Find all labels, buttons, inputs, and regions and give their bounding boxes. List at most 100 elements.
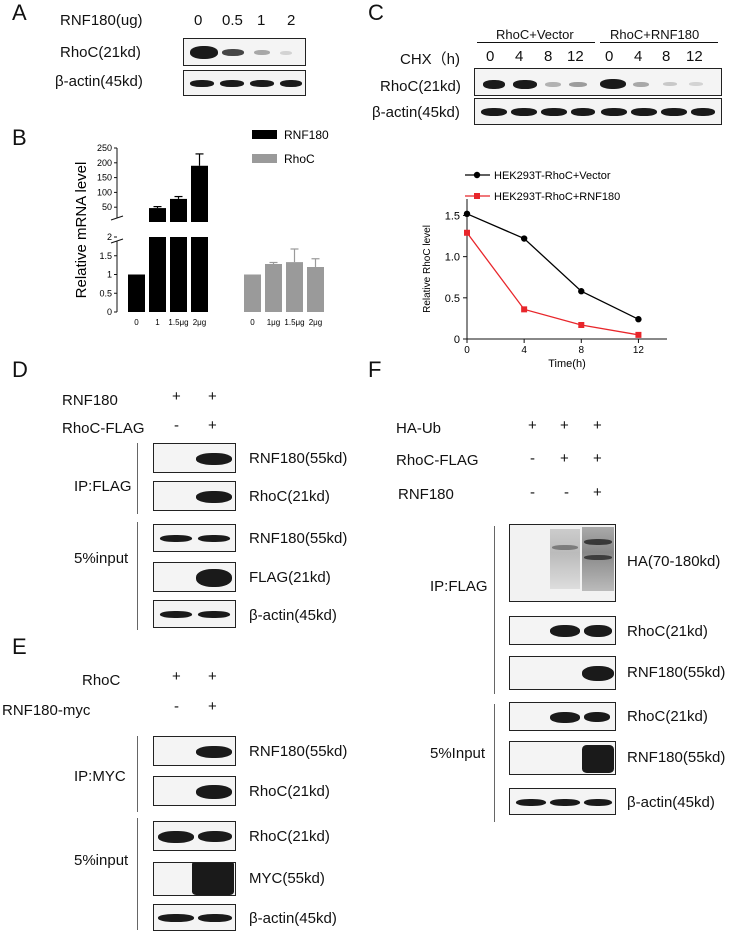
y-tick-label: 250: [97, 143, 112, 153]
condition-mark: +: [208, 417, 217, 434]
time-label: 4: [515, 48, 524, 65]
bar: [244, 274, 261, 312]
western-blot: [153, 600, 236, 628]
group-label: RhoC+Vector: [496, 27, 574, 42]
data-point: [635, 331, 642, 338]
x-tick-label: 0: [464, 345, 470, 356]
western-blot: [509, 702, 616, 731]
line-chart: 0 4 8 12 0 0.5 1.0 1.5 Time(h) Relative RhoC leve…: [422, 170, 667, 370]
y-tick-label: 0.5: [99, 288, 112, 298]
y-tick-label: 200: [97, 158, 112, 168]
western-blot: [509, 616, 616, 645]
blot-label: RNF180(55kd): [627, 664, 726, 681]
condition-mark: +: [172, 388, 181, 405]
dose-0.5: 0.5: [222, 12, 243, 29]
bar: [307, 267, 324, 312]
bar: [170, 237, 187, 312]
bar: [149, 208, 166, 222]
blot-label: β-actin(45kd): [249, 607, 337, 624]
y-tick-label: 2: [107, 232, 112, 242]
western-blot: [153, 776, 236, 806]
group-bracket: [494, 704, 495, 822]
blot-label: β-actin(45kd): [249, 910, 337, 927]
x-tick-label: 12: [633, 345, 645, 356]
y-tick-label: 1: [107, 270, 112, 280]
legend-label: HEK293T-RhoC+Vector: [494, 170, 611, 182]
western-blot: [509, 788, 616, 815]
y-tick-label: 100: [97, 187, 112, 197]
group-label: RhoC+RNF180: [610, 27, 700, 42]
group-label: IP:MYC: [74, 768, 126, 785]
condition-mark: +: [593, 484, 602, 501]
x-tick-label: 1.5μg: [284, 318, 304, 327]
group-label: IP:FLAG: [430, 578, 488, 595]
blot-label: RhoC(21kd): [249, 828, 330, 845]
time-label: 12: [686, 48, 703, 65]
x-tick-label: 0: [134, 318, 139, 327]
blot-label: β-actin(45kd): [55, 73, 143, 90]
condition-mark: -: [530, 484, 535, 501]
axis-break: [110, 215, 124, 221]
condition-mark: +: [593, 450, 602, 467]
group-underline: [600, 42, 718, 43]
blot-label: MYC(55kd): [249, 870, 325, 887]
condition-mark: +: [528, 417, 537, 434]
group-bracket: [137, 736, 138, 812]
blot-label: RNF180(55kd): [627, 749, 726, 766]
group-bracket: [137, 443, 138, 514]
x-tick-label: 1: [155, 318, 160, 327]
legend-label: HEK293T-RhoC+RNF180: [494, 191, 620, 203]
western-blot: [153, 562, 236, 592]
dose-2: 2: [287, 12, 296, 29]
y-tick-label: 0: [454, 334, 460, 346]
data-point: [578, 288, 585, 295]
bar: [191, 237, 208, 312]
condition-label: RNF180: [62, 392, 118, 409]
time-label: 8: [662, 48, 671, 65]
time-label: 4: [634, 48, 643, 65]
western-blot: [183, 70, 306, 96]
data-point: [520, 235, 528, 242]
panel-label-c: C: [368, 0, 384, 25]
blot-label: RNF180(55kd): [249, 450, 348, 467]
data-point: [635, 316, 642, 323]
bar: [265, 264, 282, 312]
western-blot: [509, 524, 616, 602]
dose-0: 0: [194, 12, 203, 29]
x-tick-label: 1μg: [267, 318, 281, 327]
panel-label-d: D: [12, 357, 28, 382]
legend-label: RNF180: [284, 128, 329, 142]
dose-1: 1: [257, 12, 266, 29]
group-bracket: [494, 526, 495, 694]
series-line: [466, 232, 639, 336]
y-tick-label: 1.0: [445, 252, 460, 264]
group-bracket: [137, 522, 138, 630]
condition-label: RhoC-FLAG: [396, 452, 479, 469]
group-label: 5%input: [74, 852, 129, 869]
group-underline: [477, 42, 595, 43]
blot-label: RNF180(55kd): [249, 743, 348, 760]
panel-label-b: B: [12, 125, 27, 150]
y-axis-label: Relative RhoC level: [422, 225, 433, 313]
panel-label-f: F: [368, 357, 382, 382]
western-blot: [153, 904, 236, 931]
condition-mark: -: [174, 698, 179, 715]
group-bracket: [137, 818, 138, 930]
y-axis-label: Relative mRNA level: [73, 162, 90, 299]
x-tick-label: 2μg: [193, 318, 207, 327]
blot-label: RhoC(21kd): [249, 783, 330, 800]
y-tick-label: 0: [107, 307, 112, 317]
western-blot: [183, 38, 306, 66]
blot-label: RhoC(21kd): [249, 488, 330, 505]
time-label: 12: [567, 48, 584, 65]
condition-label: RhoC-FLAG: [62, 420, 145, 437]
blot-label: HA(70-180kd): [627, 553, 721, 570]
condition-mark: -: [530, 450, 535, 467]
western-blot: [474, 98, 722, 125]
condition-mark: -: [564, 484, 569, 501]
legend-marker: [474, 193, 480, 199]
data-point: [578, 322, 585, 328]
condition-label: RhoC: [82, 672, 121, 689]
western-blot: [153, 862, 236, 896]
